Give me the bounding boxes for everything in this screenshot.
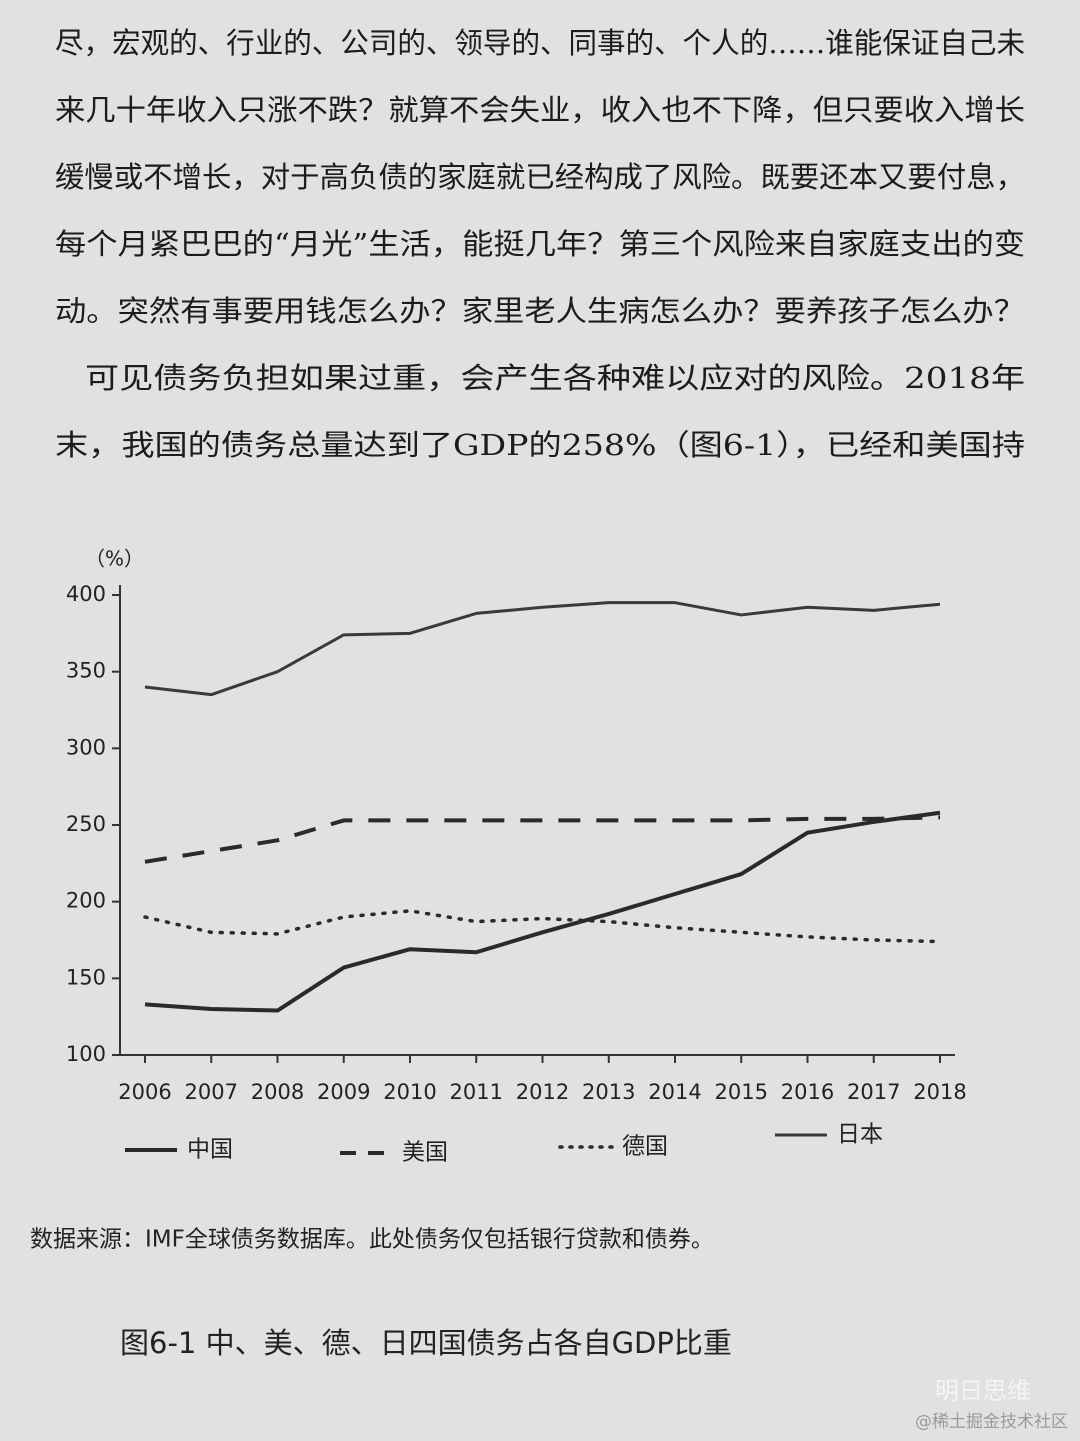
x-tick-label: 2006 [118,1080,171,1104]
x-tick-label: 2012 [516,1080,569,1104]
figure-caption: 图6-1 中、美、德、日四国债务占各自GDP比重 [120,1326,732,1360]
x-tick-label: 2008 [251,1080,304,1104]
paragraph-line: 每个月紧巴巴的“月光”生活，能挺几年？第三个风险来自家庭支出的变 [55,227,1025,261]
series-line [144,601,941,697]
y-tick-label: 250 [66,812,106,836]
x-tick-label: 2014 [648,1080,701,1104]
watermark-site: @稀土掘金技术社区 [915,1412,1068,1432]
x-tick-label: 2010 [383,1080,436,1104]
x-tick-label: 2013 [582,1080,635,1104]
series-line [144,810,941,1013]
x-tick-label: 2016 [781,1080,834,1104]
y-tick-label: 300 [66,735,106,759]
series-line [143,909,942,944]
paragraph-line: 缓慢或不增长，对于高负债的家庭就已经构成了风险。既要还本又要付息， [55,160,1025,194]
x-tick-label: 2011 [450,1080,503,1104]
y-tick-label: 400 [66,582,106,606]
paragraph-line: 末，我国的债务总量达到了GDP的258%（图6-1），已经和美国持 [55,428,1025,462]
y-tick-label: 200 [66,889,106,913]
paragraph-line: 来几十年收入只涨不跌？就算不会失业，收入也不下降，但只要收入增长 [55,93,1025,127]
series-line [144,815,941,864]
paragraph-line: 尽，宏观的、行业的、公司的、领导的、同事的、个人的……谁能保证自己未 [55,26,1025,60]
watermark: 明日思维 [935,1377,1031,1405]
legend-label: 德国 [622,1134,668,1160]
paragraph-line: 动。突然有事要用钱怎么办？家里老人生病怎么办？要养孩子怎么办？ [55,294,1025,328]
legend-label: 美国 [402,1140,448,1166]
legend-label: 日本 [837,1122,883,1148]
y-tick-label: 350 [66,659,106,683]
legend-label: 中国 [187,1137,233,1163]
y-tick-label: 100 [66,1042,106,1066]
paragraph-line: 可见债务负担如果过重，会产生各种难以应对的风险。2018年 [85,361,1025,395]
y-axis-unit: （%） [85,547,144,571]
x-tick-label: 2009 [317,1080,370,1104]
source-note: 数据来源：IMF全球债务数据库。此处债务仅包括银行贷款和债券。 [30,1227,714,1253]
x-tick-label: 2007 [185,1080,238,1104]
x-tick-label: 2018 [913,1080,966,1104]
x-tick-label: 2015 [715,1080,768,1104]
y-tick-label: 150 [66,965,106,989]
x-tick-label: 2017 [847,1080,900,1104]
